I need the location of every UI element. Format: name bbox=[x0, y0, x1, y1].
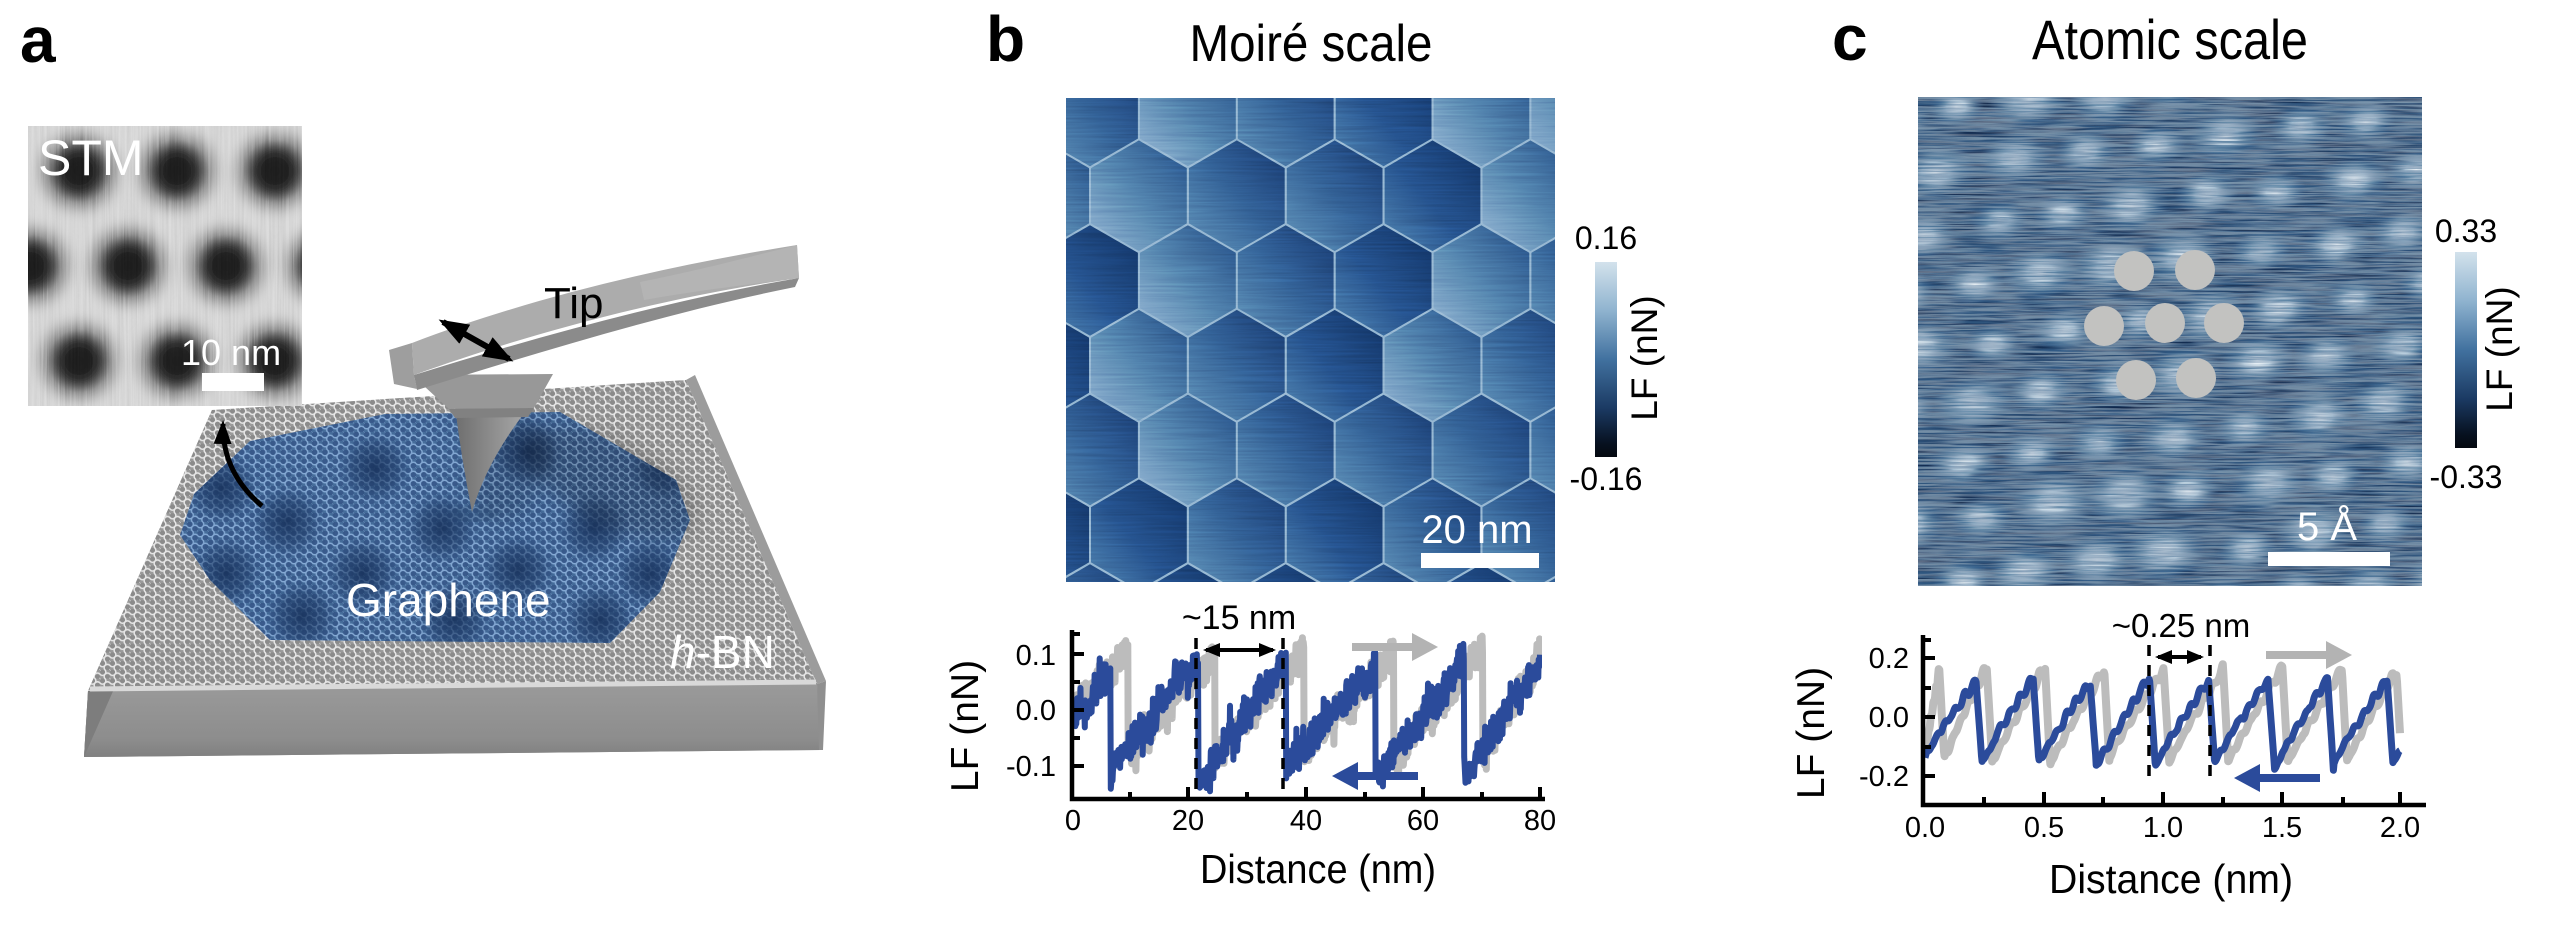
svg-text:20: 20 bbox=[1172, 805, 1204, 837]
svg-text:0.0: 0.0 bbox=[1869, 702, 1909, 734]
svg-text:Moiré scale: Moiré scale bbox=[1190, 15, 1433, 73]
svg-text:a: a bbox=[20, 4, 56, 76]
svg-text:-0.2: -0.2 bbox=[1859, 761, 1909, 793]
svg-text:LF (nN): LF (nN) bbox=[944, 660, 987, 792]
svg-text:40: 40 bbox=[1290, 805, 1322, 837]
svg-text:1.5: 1.5 bbox=[2262, 812, 2302, 844]
svg-text:10 nm: 10 nm bbox=[181, 332, 281, 373]
svg-text:LF (nN): LF (nN) bbox=[1624, 295, 1665, 420]
svg-text:0.2: 0.2 bbox=[1869, 643, 1909, 675]
svg-text:~15 nm: ~15 nm bbox=[1182, 599, 1296, 637]
svg-text:0.33: 0.33 bbox=[2435, 213, 2497, 249]
svg-text:1.0: 1.0 bbox=[2143, 812, 2183, 844]
svg-text:STM: STM bbox=[38, 130, 144, 186]
svg-text:0.1: 0.1 bbox=[1016, 640, 1056, 672]
svg-text:-0.16: -0.16 bbox=[1570, 461, 1643, 497]
svg-text:20 nm: 20 nm bbox=[1421, 508, 1532, 552]
svg-text:60: 60 bbox=[1407, 805, 1439, 837]
svg-text:0: 0 bbox=[1065, 805, 1081, 837]
svg-text:2.0: 2.0 bbox=[2380, 812, 2420, 844]
svg-text:5 Å: 5 Å bbox=[2297, 504, 2357, 549]
svg-text:-0.1: -0.1 bbox=[1006, 751, 1056, 783]
svg-text:~0.25 nm: ~0.25 nm bbox=[2112, 607, 2251, 644]
svg-text:h-BN: h-BN bbox=[670, 626, 775, 678]
svg-text:LF (nN): LF (nN) bbox=[1790, 667, 1833, 799]
svg-text:0.16: 0.16 bbox=[1575, 220, 1637, 256]
svg-text:0.0: 0.0 bbox=[1016, 695, 1056, 727]
svg-text:c: c bbox=[1832, 2, 1868, 74]
svg-text:b: b bbox=[986, 3, 1025, 75]
svg-text:80: 80 bbox=[1524, 805, 1556, 837]
svg-text:0.0: 0.0 bbox=[1905, 812, 1945, 844]
svg-text:Distance (nm): Distance (nm) bbox=[2049, 856, 2293, 902]
svg-text:0.5: 0.5 bbox=[2024, 812, 2064, 844]
svg-text:LF (nN): LF (nN) bbox=[2479, 286, 2520, 411]
svg-text:Graphene: Graphene bbox=[346, 574, 551, 626]
svg-text:Atomic scale: Atomic scale bbox=[2032, 8, 2308, 71]
svg-text:-0.33: -0.33 bbox=[2430, 459, 2503, 495]
svg-text:Tip: Tip bbox=[544, 279, 604, 328]
svg-text:Distance (nm): Distance (nm) bbox=[1200, 846, 1436, 892]
